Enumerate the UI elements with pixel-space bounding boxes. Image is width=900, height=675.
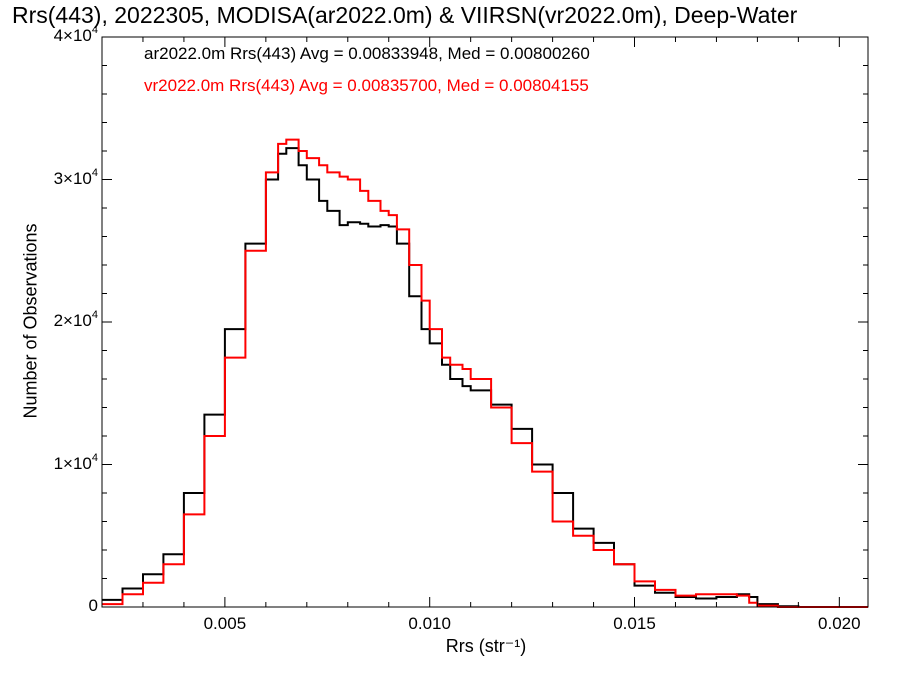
y-axis-label: Number of Observations [20, 223, 41, 419]
y-tick-mantissa: 0 [88, 596, 98, 615]
y-tick-exponent: 4 [91, 24, 98, 36]
y-tick-exponent: 4 [91, 451, 98, 464]
y-tick-label: 2×104 [53, 309, 98, 331]
x-tick-label: 0.015 [613, 614, 656, 633]
y-tick-label: 0 [89, 596, 98, 616]
legend-entry-ar2022: ar2022.0m Rrs(443) Avg = 0.00833948, Med… [144, 44, 590, 63]
y-tick-exponent: 4 [91, 166, 98, 179]
x-axis-label: Rrs (str⁻¹) [445, 636, 527, 656]
x-tick-label: 0.010 [408, 614, 451, 633]
x-tick-label: 0.005 [203, 614, 247, 633]
y-tick-label: 1×104 [53, 451, 98, 474]
y-tick-label: 4×104 [53, 24, 98, 46]
chart-title: Rrs(443), 2022305, MODISA(ar2022.0m) & V… [12, 2, 798, 28]
legend-entry-vr2022: vr2022.0m Rrs(443) Avg = 0.00835700, Med… [144, 76, 589, 95]
y-tick-exponent: 4 [91, 309, 98, 321]
series-line-1 [102, 138, 868, 608]
y-tick-label: 3×104 [53, 166, 98, 189]
series-line-0 [102, 147, 868, 608]
y-tick-mantissa: 4×10 [53, 26, 92, 45]
y-tick-mantissa: 1×10 [53, 453, 92, 473]
y-tick-mantissa: 2×10 [53, 311, 92, 330]
x-tick-label: 0.020 [818, 614, 861, 633]
tick-layer [101, 36, 868, 608]
plot-frame [101, 36, 869, 608]
series-layer [102, 138, 868, 608]
y-tick-mantissa: 3×10 [53, 168, 92, 188]
